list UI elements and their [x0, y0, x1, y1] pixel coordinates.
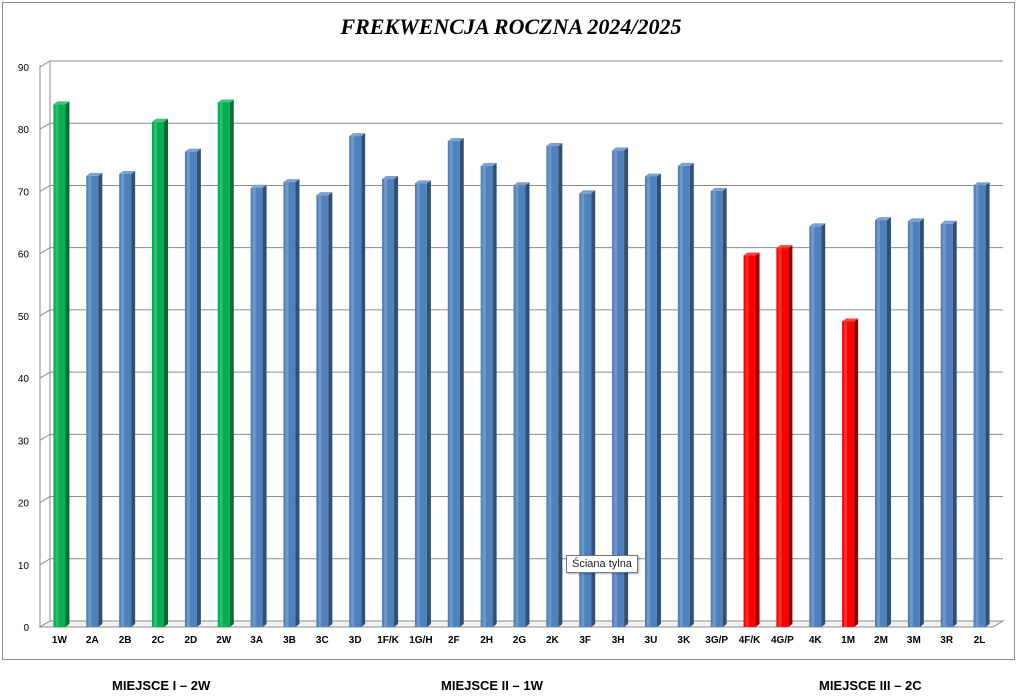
bar[interactable] — [53, 101, 70, 628]
y-tick-label: 50 — [18, 312, 30, 323]
gridline — [39, 60, 1003, 68]
bar[interactable] — [677, 162, 694, 627]
y-tick-label: 60 — [18, 250, 30, 261]
x-tick-label: 3U — [645, 635, 658, 646]
footer-third-place: MIEJSCE III – 2C — [819, 678, 922, 693]
x-tick-label: 2F — [448, 635, 460, 646]
x-tick-label: 4K — [809, 635, 823, 646]
bar[interactable] — [710, 187, 727, 628]
bar[interactable] — [973, 182, 990, 627]
x-tick-label: 2D — [184, 635, 197, 646]
bar[interactable] — [480, 162, 497, 627]
y-tick-label: 10 — [18, 561, 30, 572]
chart-title: FREKWENCJA ROCZNA 2024/2025 — [339, 14, 681, 39]
bar[interactable] — [152, 118, 169, 627]
x-tick-label: 3B — [283, 635, 296, 646]
bar[interactable] — [874, 217, 891, 628]
bar[interactable] — [776, 245, 793, 628]
y-tick-label: 30 — [18, 436, 30, 447]
bar[interactable] — [907, 218, 924, 628]
bar[interactable] — [184, 148, 201, 627]
bar[interactable] — [644, 173, 661, 627]
bar[interactable] — [612, 147, 629, 627]
bars[interactable] — [53, 99, 990, 628]
x-tick-label: 1W — [52, 635, 68, 646]
y-tick-label: 70 — [18, 187, 30, 198]
y-tick-label: 90 — [18, 63, 30, 74]
x-tick-label: 2L — [974, 635, 986, 646]
y-tick-label: 20 — [18, 499, 30, 510]
chart-frame: FREKWENCJA ROCZNA 2024/2025 0 10 20 30 40 50 6… — [2, 2, 1015, 660]
x-tick-label: 3C — [316, 635, 329, 646]
axis-labels: 0 10 20 30 40 50 60 70 80 90 1W 2A 2B 2C 2D 2W 3A 3B 3C 3D 1… — [18, 63, 986, 646]
bar[interactable] — [316, 192, 333, 627]
bar[interactable] — [250, 184, 267, 627]
x-tick-label: 2H — [480, 635, 493, 646]
x-tick-label: 1G/H — [409, 635, 432, 646]
bar[interactable] — [349, 133, 366, 628]
x-tick-label: 3H — [612, 635, 625, 646]
bar[interactable] — [382, 176, 399, 627]
y-tick-label: 40 — [18, 374, 30, 385]
bar[interactable] — [546, 143, 563, 627]
x-tick-label: 3K — [677, 635, 691, 646]
bar[interactable] — [809, 223, 826, 628]
bar[interactable] — [940, 220, 957, 628]
bar[interactable] — [513, 182, 530, 627]
x-tick-label: 2B — [119, 635, 132, 646]
chart-svg: FREKWENCJA ROCZNA 2024/2025 0 10 20 30 40 50 6… — [18, 14, 1005, 646]
x-tick-label: 3A — [250, 635, 263, 646]
bar[interactable] — [842, 318, 859, 627]
bar[interactable] — [217, 99, 234, 627]
x-tick-label: 3F — [579, 635, 591, 646]
x-tick-label: 2W — [216, 635, 232, 646]
x-tick-label: 4F/K — [739, 635, 761, 646]
bar[interactable] — [283, 179, 300, 627]
tooltip: Ściana tylna — [566, 555, 638, 573]
x-tick-label: 3D — [349, 635, 362, 646]
x-tick-label: 2K — [546, 635, 560, 646]
x-tick-label: 3M — [907, 635, 921, 646]
x-tick-label: 2M — [874, 635, 888, 646]
x-tick-label: 3G/P — [705, 635, 728, 646]
x-tick-label: 1F/K — [377, 635, 399, 646]
footer-second-place: MIEJSCE II – 1W — [441, 678, 543, 693]
x-tick-label: 1M — [841, 635, 855, 646]
x-tick-label: 2G — [513, 635, 527, 646]
y-tick-label: 80 — [18, 125, 30, 136]
x-tick-label: 2A — [86, 635, 99, 646]
y-tick-label: 0 — [23, 623, 29, 634]
x-tick-label: 3R — [940, 635, 954, 646]
bar[interactable] — [743, 252, 760, 628]
footer-first-place: MIEJSCE I – 2W — [112, 678, 211, 693]
bar[interactable] — [447, 138, 464, 628]
bar[interactable] — [86, 172, 103, 627]
bar[interactable] — [579, 190, 596, 628]
bar[interactable] — [414, 180, 431, 627]
gridline — [39, 122, 1003, 130]
bar[interactable] — [119, 171, 136, 627]
x-tick-label: 2C — [152, 635, 165, 646]
x-tick-label: 4G/P — [771, 635, 794, 646]
